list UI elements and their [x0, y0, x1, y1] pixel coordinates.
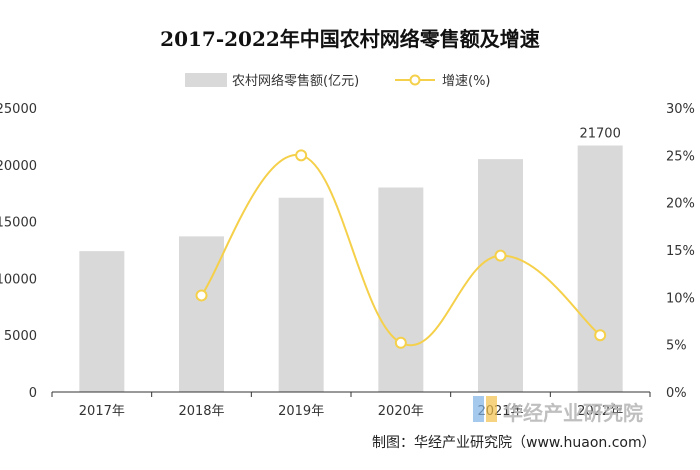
growth-point-1: [195, 289, 208, 302]
right-tick-label-3: 15%: [666, 244, 695, 259]
right-tick-label-0: 0%: [666, 386, 687, 401]
watermark-logo-right: [486, 396, 497, 422]
growth-point-3: [394, 336, 407, 349]
growth-point-2: [295, 149, 308, 162]
left-tick-label-2: 10000: [0, 272, 37, 287]
bars-layer: [79, 145, 623, 392]
left-tick-label-0: 0: [29, 386, 37, 401]
watermark-logo-left: [473, 396, 484, 422]
bar-4: [478, 159, 523, 392]
watermark-group: 华经产业研究院: [473, 396, 643, 425]
left-tick-label-5: 25000: [0, 102, 37, 117]
legend-bar-swatch: [185, 73, 227, 87]
right-tick-label-1: 5%: [666, 339, 687, 354]
growth-point-5: [594, 329, 607, 342]
x-tick-label-5: 2022年: [577, 404, 623, 419]
bar-3: [378, 187, 424, 392]
bar-1: [179, 236, 224, 392]
bar-0: [79, 251, 125, 392]
left-tick-label-3: 15000: [0, 216, 37, 231]
growth-point-4: [494, 249, 507, 262]
legend-line-marker: [409, 74, 421, 86]
x-tick-label-1: 2018年: [178, 404, 224, 419]
left-tick-label-1: 5000: [4, 329, 37, 344]
source-note: 制图：华经产业研究院（www.huaon.com）: [372, 435, 656, 451]
x-tick-label-2: 2019年: [278, 404, 324, 419]
bar-2: [278, 197, 324, 392]
line-layer: [195, 149, 607, 349]
right-tick-label-4: 20%: [666, 197, 695, 212]
left-tick-label-4: 20000: [0, 159, 37, 174]
right-tick-label-2: 10%: [666, 291, 695, 306]
legend: 农村网络零售额(亿元) 增速(%): [185, 73, 491, 89]
watermark: 华经产业研究院: [503, 401, 643, 425]
legend-bar-label: 农村网络零售额(亿元): [232, 73, 359, 89]
chart-title: 2017-2022年中国农村网络零售额及增速: [160, 27, 540, 51]
labels-layer: 21700: [579, 126, 620, 141]
bar-5: [577, 145, 623, 392]
x-tick-label-3: 2020年: [378, 404, 424, 419]
data-label-0: 21700: [579, 126, 620, 141]
right-tick-label-5: 25%: [666, 149, 695, 164]
right-tick-label-6: 30%: [666, 102, 695, 117]
x-tick-label-0: 2017年: [79, 404, 125, 419]
legend-line-label: 增速(%): [442, 74, 491, 89]
axes-layer: 2017年2018年2019年2020年2021年2022年0500010000…: [0, 102, 695, 419]
growth-line: [200, 154, 601, 347]
